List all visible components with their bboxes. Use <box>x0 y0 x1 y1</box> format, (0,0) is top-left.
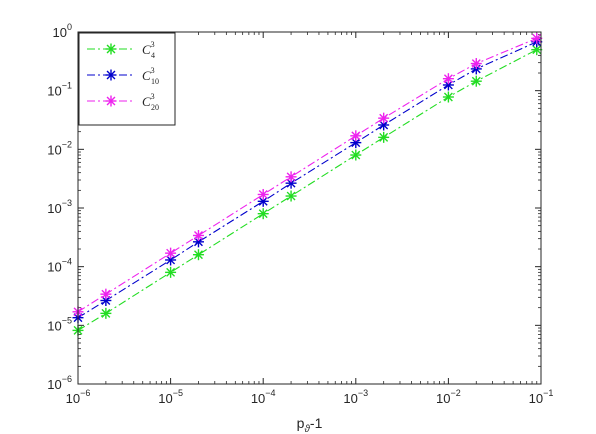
y-tick-exp: −2 <box>62 139 72 149</box>
y-tick-base: 10 <box>47 142 61 157</box>
legend-item: C3 4 <box>87 40 155 60</box>
legend-label: C3 10 <box>142 66 159 86</box>
data-point <box>100 288 112 300</box>
data-point <box>285 171 297 183</box>
x-tick-base: 10 <box>251 391 265 406</box>
x-tick-exp: −3 <box>358 388 368 398</box>
legend-swatch-marker <box>105 95 117 107</box>
x-tick-label: 10−3 <box>343 388 368 406</box>
legend-swatch-marker <box>105 43 117 55</box>
x-tick-base: 10 <box>436 391 450 406</box>
legend-label-sup: 3 <box>151 40 155 49</box>
x-axis-label-tail: -1 <box>310 415 323 431</box>
x-tick-label: 10−6 <box>66 388 91 406</box>
y-tick-exp: −6 <box>62 374 72 384</box>
y-tick-label: 10−5 <box>47 315 72 333</box>
data-point <box>531 44 543 56</box>
y-tick-label: 10−2 <box>47 139 72 157</box>
data-point <box>531 32 543 44</box>
y-tick-base: 10 <box>47 318 61 333</box>
x-tick-exp: −4 <box>265 388 275 398</box>
x-tick-label: 10−2 <box>436 388 461 406</box>
data-point <box>350 130 362 142</box>
y-tick-base: 10 <box>47 377 61 392</box>
data-point <box>165 247 177 259</box>
legend-swatch-marker <box>105 69 117 81</box>
x-tick-label: 10−4 <box>251 388 276 406</box>
x-axis-label-main: p <box>297 415 305 431</box>
x-tick-base: 10 <box>529 391 543 406</box>
data-point <box>350 149 362 161</box>
y-tick-label: 10−4 <box>47 257 72 275</box>
x-tick-base: 10 <box>158 391 172 406</box>
x-tick-exp: −2 <box>451 388 461 398</box>
legend-box <box>78 32 176 126</box>
data-point <box>378 119 390 131</box>
x-tick-exp: −5 <box>173 388 183 398</box>
data-point <box>100 307 112 319</box>
y-tick-base: 10 <box>47 201 61 216</box>
data-point <box>192 229 204 241</box>
x-axis-label: pϑ-1 <box>297 415 323 434</box>
legend-label-base: C <box>142 68 151 83</box>
y-tick-label: 10−6 <box>47 374 72 392</box>
y-tick-base: 10 <box>53 25 67 40</box>
series-layer <box>72 32 543 336</box>
plot-frame <box>77 31 542 385</box>
tick-labels: 10−6 10−5 10−4 10−3 10−2 10−110−610−510−410−3… <box>47 22 553 406</box>
legend-item: C3 10 <box>87 66 159 86</box>
legend-label: C3 4 <box>142 40 155 60</box>
x-tick-label: 10−1 <box>529 388 554 406</box>
y-tick-exp: 0 <box>67 22 72 32</box>
data-point <box>378 131 390 143</box>
data-point <box>285 190 297 202</box>
legend-label-base: C <box>142 94 151 109</box>
data-point <box>442 73 454 85</box>
data-point <box>470 75 482 87</box>
x-tick-exp: −6 <box>80 388 90 398</box>
y-tick-exp: −4 <box>62 257 72 267</box>
legend-item: C3 20 <box>87 92 159 112</box>
series-2 <box>72 32 543 318</box>
data-point <box>192 249 204 261</box>
data-point <box>378 112 390 124</box>
legend-label-base: C <box>142 42 151 57</box>
y-tick-label: 10−3 <box>47 198 72 216</box>
legend-label-sub: 4 <box>151 51 155 60</box>
legend-label-sub: 20 <box>151 103 159 112</box>
y-tick-label: 10−1 <box>47 81 72 99</box>
y-tick-exp: −5 <box>62 315 72 325</box>
legend-label-sup: 3 <box>151 66 155 75</box>
legend-label-sub: 10 <box>151 77 159 86</box>
data-point <box>442 91 454 103</box>
y-tick-label: 100 <box>53 22 72 40</box>
x-tick-base: 10 <box>343 391 357 406</box>
x-tick-base: 10 <box>66 391 80 406</box>
y-tick-exp: −3 <box>62 198 72 208</box>
data-point <box>257 188 269 200</box>
data-point <box>470 58 482 70</box>
data-point <box>165 266 177 278</box>
series-0 <box>72 44 543 336</box>
y-tick-base: 10 <box>47 260 61 275</box>
x-tick-exp: −1 <box>543 388 553 398</box>
y-tick-exp: −1 <box>62 81 72 91</box>
legend-label-sup: 3 <box>151 92 155 101</box>
data-point <box>257 208 269 220</box>
legend-label: C3 20 <box>142 92 159 112</box>
y-tick-base: 10 <box>47 84 61 99</box>
x-tick-label: 10−5 <box>158 388 183 406</box>
x-axis-label-sub: ϑ <box>304 424 310 434</box>
